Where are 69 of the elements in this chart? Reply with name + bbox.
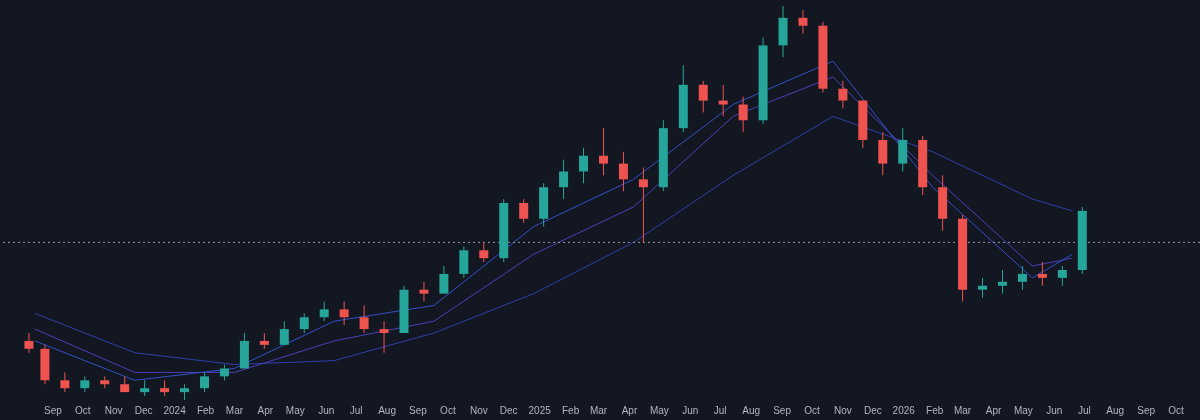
candlestick (638, 167, 648, 243)
x-tick-label: Sep (409, 405, 428, 416)
candlestick (439, 265, 449, 295)
candlestick (379, 320, 389, 354)
x-tick-label: Jun (1046, 405, 1063, 416)
candlestick (1017, 265, 1027, 291)
x-tick-label: Mar (589, 405, 608, 416)
x-tick-label: Dec (863, 405, 882, 416)
candlestick (838, 80, 848, 109)
x-tick-label: Aug (378, 405, 396, 416)
x-tick-label: Oct (804, 405, 820, 416)
x-tick-label: Nov (469, 405, 488, 416)
candlestick (200, 371, 209, 393)
x-tick-label: Sep (773, 405, 792, 416)
x-tick-label: May (285, 405, 305, 416)
candlestick (997, 269, 1007, 295)
x-tick-label: 2024 (163, 405, 187, 416)
candlestick (878, 131, 888, 176)
x-tick-label: May (1013, 405, 1033, 416)
candlestick (579, 147, 589, 184)
candlestick (718, 84, 728, 117)
x-tick-label: May (649, 405, 669, 416)
x-tick-label: Aug (1106, 405, 1125, 416)
x-tick-label: Oct (1168, 405, 1185, 416)
x-tick-label: Dec (499, 405, 518, 416)
x-tick-label: Dec (134, 405, 153, 416)
x-tick-label: Oct (440, 405, 456, 416)
x-tick-label: Feb (196, 405, 215, 416)
candlestick (798, 9, 808, 35)
candlestick (1037, 261, 1047, 287)
x-tick-label: Oct (75, 405, 91, 416)
candlestick (339, 301, 349, 326)
x-tick-label: Jul (1077, 405, 1091, 416)
x-tick-label: Jun (318, 405, 335, 416)
candlestick (698, 80, 708, 113)
x-tick-label: Mar (953, 405, 972, 416)
candlestick (60, 371, 70, 393)
candlestick (299, 312, 309, 334)
candlestick (24, 332, 34, 354)
x-tick-label: Jul (713, 405, 727, 416)
x-tick-label: Nov (833, 405, 852, 416)
candlestick (519, 198, 529, 224)
x-tick-label: Nov (104, 405, 123, 416)
x-tick-label: Aug (742, 405, 761, 416)
x-tick-label: Apr (621, 405, 638, 416)
candlestick (459, 245, 469, 279)
candlestick (419, 281, 429, 302)
x-tick-label: Jun (682, 405, 699, 416)
x-tick-label: Apr (257, 405, 274, 416)
candlestick (559, 159, 569, 200)
x-tick-label: 2026 (892, 405, 916, 416)
x-tick-label: 2025 (528, 405, 552, 416)
candlestick (279, 320, 289, 346)
candlestick (598, 127, 608, 176)
x-tick-label: Mar (225, 405, 244, 416)
candlestick (738, 96, 748, 133)
x-tick-label: Sep (43, 405, 63, 416)
candlestick (479, 241, 489, 263)
candlestick (359, 304, 369, 334)
x-tick-label: Jul (349, 405, 363, 416)
x-tick-label: Feb (561, 405, 580, 416)
x-tick-label: Sep (1137, 405, 1156, 416)
x-tick-label: Feb (926, 405, 944, 416)
candlestick (319, 301, 329, 322)
candlestick (1057, 265, 1067, 287)
candlestick (898, 127, 908, 172)
candlestick (618, 151, 628, 192)
x-tick-label: Apr (985, 405, 1002, 416)
candlestick (978, 277, 988, 299)
